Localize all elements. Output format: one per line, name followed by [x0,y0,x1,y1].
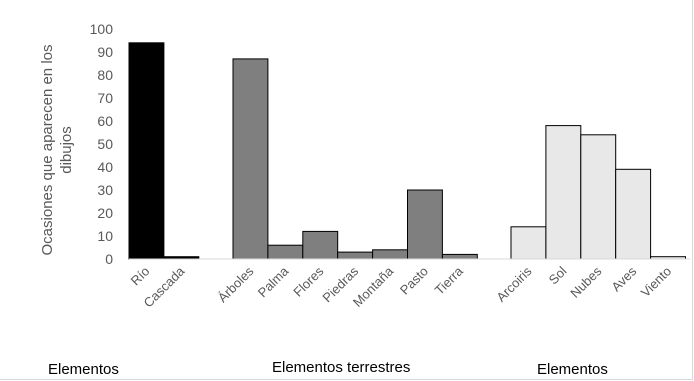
bar-palma [267,244,304,260]
group-label-elementos-2: Elementos [537,361,608,378]
y-axis-ticks: 0 10 20 30 40 50 60 70 80 90 100 [90,21,114,267]
y-tick-label: 50 [97,136,113,152]
bar-arcoiris [510,226,547,260]
x-category-label: Nubes [567,263,605,301]
bar-flores [302,230,339,260]
bar-tierra [441,253,478,260]
group-label-elementos-1: Elementos [48,361,119,378]
y-axis-label-line-1: Ocasiones que aparecen en los [39,45,56,256]
group-label-elementos-terrestres: Elementos terrestres [272,359,411,376]
x-category-label: Sol [546,263,570,287]
bar-nubes [580,134,617,260]
bar-sol [545,125,582,260]
y-tick-label: 20 [97,205,113,221]
x-category-label: Palma [255,263,292,300]
y-tick-label: 40 [97,159,113,175]
y-axis-label: Ocasiones que aparecen en los dibujos [39,45,75,256]
x-category-label: Tierra [432,263,467,298]
y-tick-label: 60 [97,113,113,129]
x-category-label: Viento [638,264,675,301]
bar-árboles [232,58,269,260]
y-tick-label: 0 [105,251,113,267]
y-tick-label: 10 [97,228,113,244]
bar-aves [615,168,652,260]
bar-montaña [372,249,409,260]
x-category-label: Arcoiris [493,263,535,305]
y-tick-label: 30 [97,182,113,198]
y-tick-label: 70 [97,90,113,106]
bar-pasto [407,189,443,260]
y-axis-label-line-2: dibujos [58,126,75,174]
x-category-label: Río [128,264,153,289]
y-tick-label: 80 [97,67,113,83]
y-tick-label: 100 [90,21,114,37]
x-category-label: Árboles [215,263,257,305]
bars [128,42,686,260]
x-category-label: Pasto [397,264,431,298]
y-tick-label: 90 [97,44,113,60]
bar-río [128,42,165,260]
bar-piedras [337,251,374,260]
x-category-label: Aves [608,263,639,294]
